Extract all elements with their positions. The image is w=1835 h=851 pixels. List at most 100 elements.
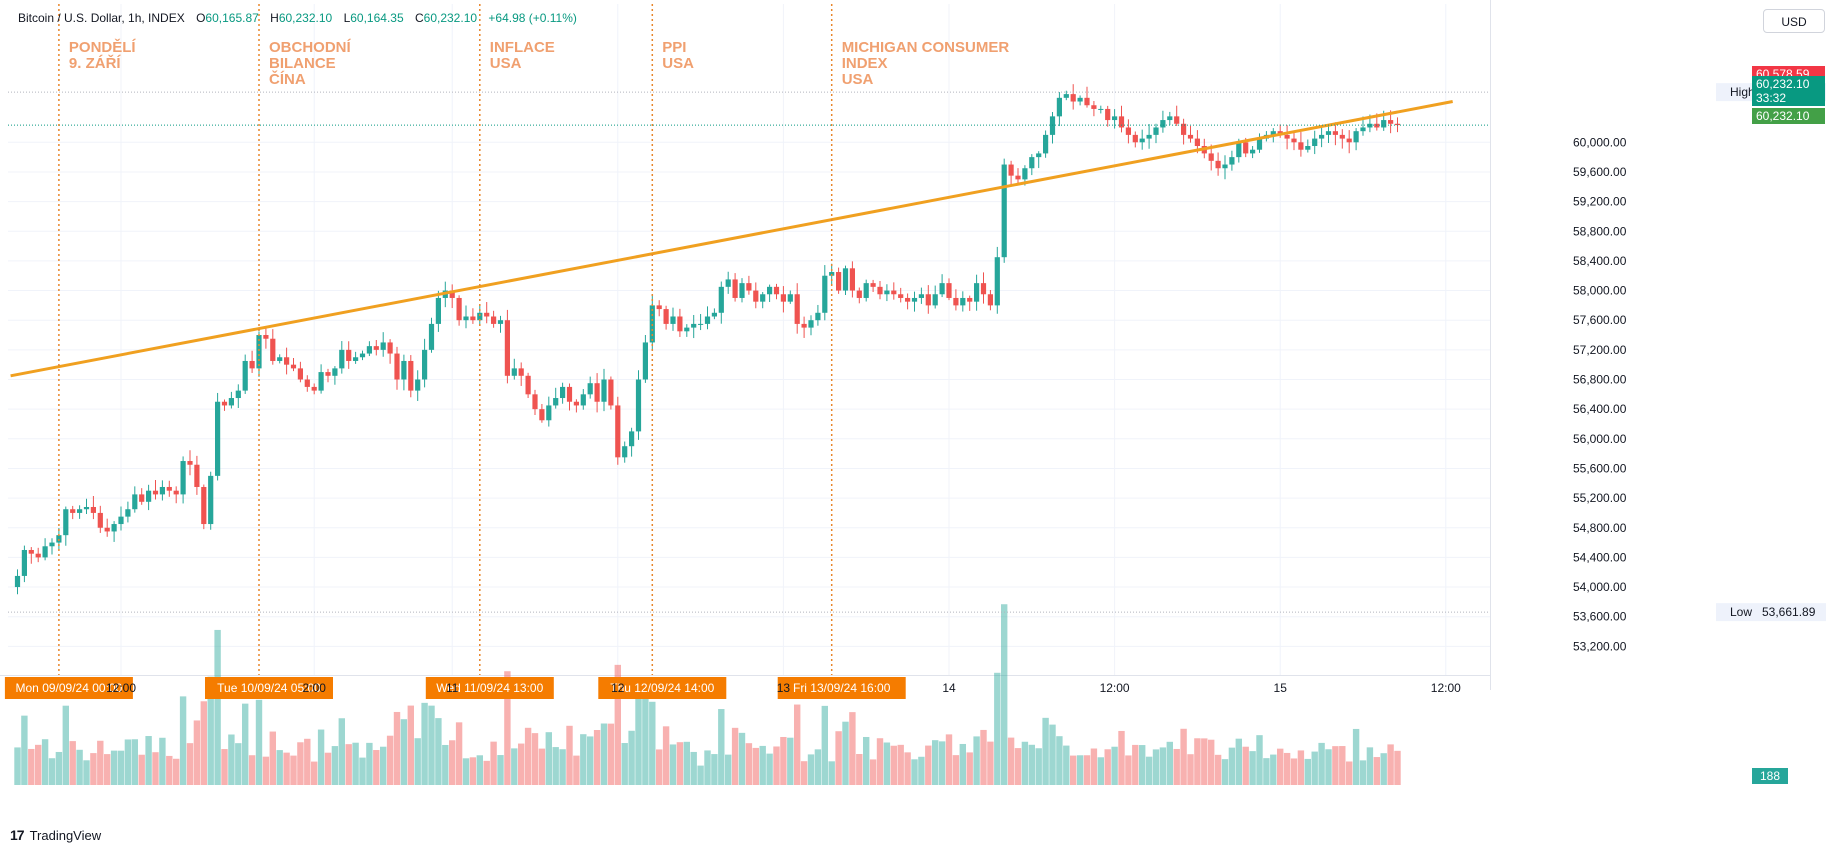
candle-body (256, 335, 262, 369)
candle-body (491, 316, 497, 324)
volume-bar (317, 729, 325, 785)
candle-body (477, 312, 483, 321)
candle-body (656, 305, 662, 310)
volume-bar (76, 749, 83, 785)
volume-bar (1339, 746, 1346, 785)
candle-body (173, 490, 179, 495)
volume-bar (628, 730, 635, 785)
price-tick-label: 56,000.00 (1573, 432, 1627, 446)
volume-bar (331, 746, 339, 785)
time-tick-label: 12 (611, 681, 625, 695)
candle-body (1243, 142, 1249, 154)
candle-body (304, 379, 310, 387)
volume-bar (1145, 756, 1153, 785)
volume-bar (538, 748, 546, 785)
candle-body (83, 506, 90, 510)
volume-bar (1311, 751, 1318, 785)
candle-body (408, 360, 414, 391)
candle-body (539, 409, 545, 421)
volume-bar (752, 747, 759, 785)
candle-body (1256, 138, 1263, 150)
volume-bar (1221, 759, 1229, 785)
candle-body (925, 294, 931, 306)
volume-bar (787, 737, 794, 785)
volume-bar (759, 745, 766, 785)
candle-body (318, 372, 324, 391)
candle-body (1291, 138, 1297, 143)
low-tag-value: 53,661.89 (1762, 605, 1816, 619)
event-time-label: Mon 09/09/24 00:00 (16, 681, 123, 695)
volume-bar (414, 738, 421, 785)
volume-bar (1187, 754, 1194, 785)
volume-bar (614, 664, 621, 785)
volume-bar (131, 739, 138, 785)
volume-bar (393, 711, 401, 785)
volume-bar (421, 702, 428, 785)
volume-tag-bg (1752, 768, 1788, 784)
candle-body (221, 401, 228, 406)
volume-bar (890, 745, 897, 785)
volume-bar (262, 756, 270, 785)
candle-body (277, 357, 283, 361)
volume-bar (842, 721, 849, 785)
candle-body (1194, 138, 1200, 147)
volume-bar (1035, 748, 1042, 785)
volume-bar (814, 749, 822, 785)
price-tick-label: 57,600.00 (1573, 313, 1627, 327)
candle-body (1388, 120, 1394, 124)
volume-bar (1063, 745, 1070, 785)
time-label-bg (205, 677, 333, 699)
candle-body (1381, 120, 1387, 128)
time-tick-label: 11 (446, 681, 459, 695)
candle-body (787, 294, 793, 302)
volume-bar (925, 745, 932, 785)
candle-body (270, 338, 276, 361)
candle-body (1070, 94, 1076, 102)
currency-button[interactable]: USD (1763, 9, 1825, 33)
price-tick-label: 53,600.00 (1573, 610, 1627, 624)
candle-body (1174, 116, 1180, 124)
tradingview-branding[interactable]: 17 TradingView (10, 827, 101, 843)
time-tick-label: 12:00 (1431, 681, 1461, 695)
candle-body (801, 323, 807, 328)
volume-bar (1104, 749, 1111, 785)
volume-bar (1001, 604, 1008, 785)
event-time-label: Thu 12/09/24 14:00 (610, 681, 714, 695)
candle-body (911, 297, 918, 302)
candle-body (518, 368, 524, 376)
candle-body (684, 327, 690, 332)
volume-bar (242, 703, 249, 785)
volume-bar (1346, 761, 1353, 785)
candle-body (1250, 149, 1256, 154)
candle-body (228, 398, 234, 406)
volume-bar (1056, 736, 1063, 785)
candle-body (1346, 138, 1352, 143)
volume-bar (62, 705, 69, 785)
candle-body (1208, 153, 1214, 161)
candle-body (601, 379, 607, 402)
event-label: PPI (662, 39, 686, 56)
candle-body (353, 357, 359, 361)
volume-bar (48, 758, 56, 785)
volume-bar (1180, 728, 1187, 785)
volume-bar (324, 752, 332, 785)
candle-body (21, 549, 27, 576)
candle-body (566, 386, 573, 402)
candle-body (1319, 134, 1325, 139)
candle-body (1022, 168, 1028, 180)
candle-body (725, 279, 731, 287)
candle-body (863, 283, 869, 298)
volume-bar (1194, 738, 1201, 785)
volume-bar (1070, 755, 1077, 785)
volume-bar (504, 671, 511, 785)
candle-body (1353, 131, 1359, 143)
candle-body (1098, 108, 1104, 110)
time-label-bg (598, 677, 727, 699)
volume-bar (228, 734, 235, 785)
candle-body (1001, 164, 1007, 258)
candle-body (1029, 157, 1035, 169)
candle-body (422, 349, 428, 380)
event-label: USA (662, 55, 694, 72)
candle-body (1008, 164, 1014, 176)
